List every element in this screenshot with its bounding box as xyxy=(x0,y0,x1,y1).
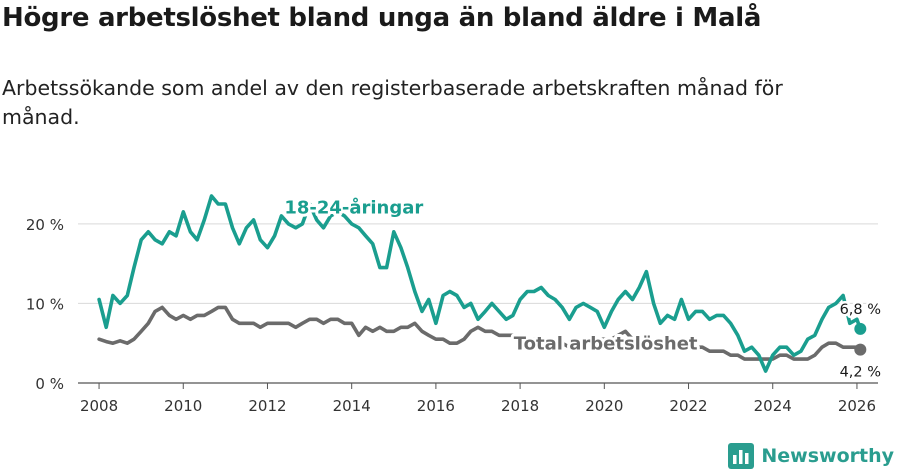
x-tick-label: 2008 xyxy=(80,397,118,415)
x-tick-label: 2020 xyxy=(585,397,623,415)
x-tick-label: 2012 xyxy=(248,397,286,415)
x-tick-label: 2018 xyxy=(501,397,539,415)
series-line-youth xyxy=(97,194,863,373)
series-label-total: Total arbetslöshet xyxy=(514,334,698,355)
end-label-total-halo: 4,2 % xyxy=(840,365,881,381)
y-tick-label: 0 % xyxy=(35,375,64,393)
series-label-total-halo: Total arbetslöshet xyxy=(514,334,698,355)
y-tick-label: 20 % xyxy=(26,216,64,234)
newsworthy-logo-icon xyxy=(728,443,755,469)
series-label-youth: 18-24-åringar xyxy=(284,197,423,219)
series-line-youth-end-marker xyxy=(854,322,867,335)
y-tick-label: 10 % xyxy=(26,295,64,313)
brand-logo: Newsworthy xyxy=(728,443,894,469)
series-line-total xyxy=(97,305,863,361)
x-tick-label: 2024 xyxy=(754,397,792,415)
page-title: Högre arbetslöshet bland unga än bland ä… xyxy=(2,3,762,33)
x-tick-label: 2022 xyxy=(669,397,707,415)
x-tick-label: 2026 xyxy=(838,397,876,415)
end-label-youth-halo: 6,8 % xyxy=(840,302,881,318)
series-line-total-end-marker xyxy=(854,343,867,356)
x-tick-label: 2016 xyxy=(417,397,455,415)
x-tick-label: 2010 xyxy=(164,397,202,415)
end-label-youth: 6,8 % xyxy=(840,302,881,318)
x-tick-label: 2014 xyxy=(333,397,371,415)
end-label-total: 4,2 % xyxy=(840,365,881,381)
brand-name: Newsworthy xyxy=(761,445,894,467)
series-label-youth-halo: 18-24-åringar xyxy=(284,197,423,219)
chart-subtitle: Arbetssökande som andel av den registerb… xyxy=(2,76,783,129)
